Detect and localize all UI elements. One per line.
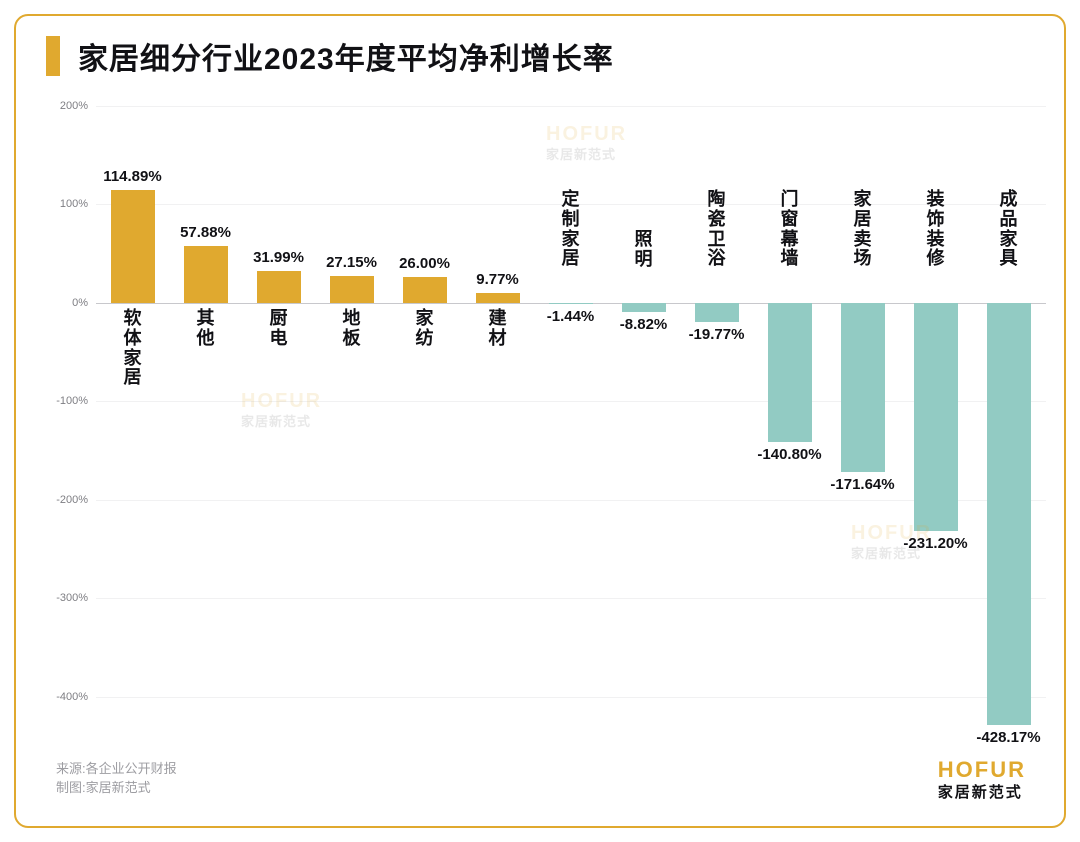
bar-value-label: -231.20% [903,535,967,552]
bar-value-label: -171.64% [830,476,894,493]
title-accent-bar [46,36,60,76]
category-label: 地板 [341,309,363,349]
bar-value-label: 31.99% [253,249,304,266]
bar-column: -1.44% 定制家居 [534,106,607,746]
bar-column: -171.64% 家居卖场 [826,106,899,746]
category-label: 家纺 [414,309,436,349]
chart-area: -400%-300%-200%-100%0%100%200%114.89%软体家… [96,106,1046,746]
y-axis-tick: 200% [44,100,88,112]
title-row: 家居细分行业2023年度平均净利增长率 [46,34,614,78]
bar-column: 27.15% 地板 [315,106,388,746]
bar-value-label: 114.89% [103,168,161,185]
footer-source: 来源:各企业公开财报 制图:家居新范式 [56,760,177,798]
source-line-2: 制图:家居新范式 [56,779,177,798]
category-label: 其他 [195,309,217,349]
bar-column: -428.17% 成品家具 [972,106,1045,746]
y-axis-tick: -300% [44,592,88,604]
y-axis-tick: 100% [44,198,88,210]
y-axis-tick: 0% [44,297,88,309]
bar-column: 57.88% 其他 [169,106,242,746]
bar [476,293,520,303]
bar [111,190,155,303]
bar [695,303,739,322]
bar [330,276,374,303]
bar-value-label: -1.44% [547,308,595,325]
frame: 家居细分行业2023年度平均净利增长率 -400%-300%-200%-100%… [0,0,1080,842]
bar [549,303,593,304]
bar [987,303,1031,725]
bar-column: 9.77% 建材 [461,106,534,746]
bar-column: -140.80% 门窗幕墙 [753,106,826,746]
category-label: 定制家居 [560,190,582,269]
y-axis-tick: -100% [44,395,88,407]
bar [257,271,301,302]
source-line-1: 来源:各企业公开财报 [56,760,177,779]
bar-column: 31.99% 厨电 [242,106,315,746]
bar-column: -19.77% 陶瓷卫浴 [680,106,753,746]
category-label: 装饰装修 [925,190,947,269]
bar-value-label: 57.88% [180,224,231,241]
bar [403,277,447,303]
bar [184,246,228,303]
category-label: 照明 [633,230,655,270]
bar-column: -231.20% 装饰装修 [899,106,972,746]
bar [841,303,885,472]
category-label: 软体家居 [122,309,144,388]
category-label: 厨电 [268,309,290,349]
bar-value-label: -140.80% [757,446,821,463]
chart-title: 家居细分行业2023年度平均净利增长率 [78,34,614,78]
bar-value-label: 26.00% [399,255,450,272]
brand-logo-en: HOFUR [938,759,1026,781]
bar-column: 114.89% 软体家居 [96,106,169,746]
y-axis-tick: -400% [44,691,88,703]
bar-value-label: -8.82% [620,316,668,333]
bar-value-label: 9.77% [476,271,519,288]
category-label: 成品家具 [998,190,1020,269]
footer-brand: HOFUR 家居新范式 [938,759,1026,802]
bar [914,303,958,531]
category-label: 门窗幕墙 [779,190,801,269]
bar-value-label: -19.77% [689,326,745,343]
category-label: 陶瓷卫浴 [706,190,728,269]
bar [622,303,666,312]
y-axis-tick: -200% [44,494,88,506]
bar [768,303,812,442]
bar-column: -8.82% 照明 [607,106,680,746]
brand-logo-cn: 家居新范式 [938,781,1026,802]
category-label: 家居卖场 [852,190,874,269]
category-label: 建材 [487,309,509,349]
bar-column: 26.00% 家纺 [388,106,461,746]
card: 家居细分行业2023年度平均净利增长率 -400%-300%-200%-100%… [14,14,1066,828]
bar-value-label: -428.17% [976,729,1040,746]
bar-value-label: 27.15% [326,254,377,271]
